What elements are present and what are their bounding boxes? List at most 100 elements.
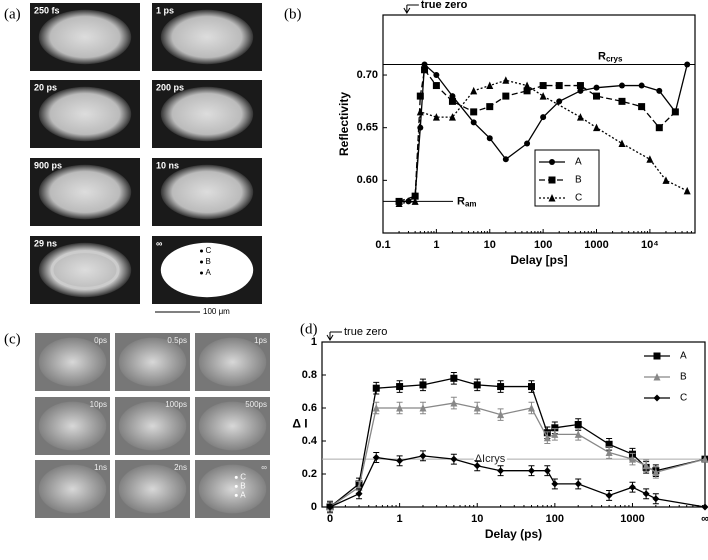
data-point <box>502 93 509 100</box>
data-point <box>502 76 509 84</box>
point-label: B <box>206 257 211 266</box>
frame-label: 1 ps <box>156 5 174 15</box>
data-point <box>594 85 600 91</box>
spot <box>199 465 267 514</box>
frame-label: 2ns <box>174 463 187 472</box>
data-point <box>524 140 530 146</box>
data-point <box>470 87 477 95</box>
point-dot <box>200 260 203 263</box>
data-point <box>405 198 411 204</box>
legend-label: A <box>575 157 582 168</box>
frame-label: 500ps <box>245 400 267 409</box>
data-point <box>551 480 558 487</box>
point-label: C <box>240 473 246 482</box>
frame-label: 100ps <box>165 400 187 409</box>
y-tick-label: 0.60 <box>357 174 378 186</box>
y-tick-label: 0.4 <box>302 435 318 447</box>
panel-label: (c) <box>4 331 21 347</box>
x-tick-label: 100 <box>534 239 552 251</box>
spot <box>161 165 253 219</box>
true-zero-label: true zero <box>421 0 468 11</box>
spot <box>39 87 131 141</box>
data-point <box>449 98 456 105</box>
r-crys-label: Rcrys <box>598 50 623 63</box>
data-point <box>593 124 600 132</box>
data-point <box>606 492 613 499</box>
data-point <box>638 103 645 110</box>
x-tick-label: 0 <box>327 513 333 525</box>
frame-label: 10ps <box>90 400 107 409</box>
true-zero-arrow <box>404 5 419 13</box>
data-point <box>575 421 582 428</box>
spot <box>39 165 131 219</box>
r-main: R <box>598 50 606 62</box>
crys-label: ΔIcrys <box>475 453 506 465</box>
x-tick-label: 10 <box>471 513 483 525</box>
data-point <box>575 480 582 487</box>
series-line <box>330 403 705 507</box>
data-point <box>450 456 457 463</box>
y-axis-label: Δ I <box>292 417 307 431</box>
data-point <box>656 124 663 131</box>
legend-marker <box>654 353 661 360</box>
x-tick-label: 10 <box>484 239 496 251</box>
x-tick-label: 1 <box>433 239 439 251</box>
data-point <box>646 155 653 163</box>
frame-label: ∞ <box>156 238 163 248</box>
data-point <box>433 72 439 78</box>
panel-label: (a) <box>4 6 21 22</box>
data-point <box>503 156 509 162</box>
point-dot <box>200 249 203 252</box>
point-dot <box>200 271 203 274</box>
data-point <box>652 495 659 502</box>
data-point <box>618 98 625 105</box>
point-dot <box>235 476 238 479</box>
data-point <box>421 66 428 73</box>
frame-label: 1ps <box>254 336 267 345</box>
point-label: A <box>206 268 212 277</box>
r-sub: crys <box>606 55 623 64</box>
x-tick-label: 10⁴ <box>641 239 659 251</box>
legend-label: A <box>680 351 687 362</box>
data-point <box>373 385 380 392</box>
data-point <box>593 93 600 100</box>
data-point <box>540 82 547 89</box>
true-zero-label: true zero <box>344 326 387 338</box>
data-point <box>356 490 363 497</box>
data-point <box>672 108 679 115</box>
data-point <box>684 61 690 67</box>
plot-frame <box>322 342 705 507</box>
data-point <box>497 383 504 390</box>
legend-marker <box>549 177 556 184</box>
data-point <box>373 454 380 461</box>
frame-label: 250 fs <box>34 5 60 15</box>
frame-label: 20 ps <box>34 82 57 92</box>
data-point <box>619 83 625 89</box>
point-label: B <box>240 482 245 491</box>
x-tick-label: 1000 <box>620 513 644 525</box>
panel-label: (b) <box>284 6 302 22</box>
spot <box>39 10 131 64</box>
y-tick-label: 1 <box>311 336 317 348</box>
r-am-label: Ram <box>457 195 477 208</box>
data-point <box>577 113 584 121</box>
frame-label: 0.5ps <box>167 336 187 345</box>
data-point <box>396 457 403 464</box>
y-tick-label: 0 <box>311 501 317 513</box>
point-label: A <box>240 491 246 500</box>
data-point <box>433 82 440 89</box>
data-point <box>540 92 547 100</box>
data-point <box>528 404 535 412</box>
data-point <box>450 375 457 382</box>
data-point <box>662 176 669 184</box>
data-point <box>474 381 481 388</box>
data-point <box>497 467 504 474</box>
x-tick-label: 1000 <box>584 239 608 251</box>
frame-label: 10 ns <box>156 160 179 170</box>
legend-label: C <box>575 193 582 204</box>
x-tick-label: 1 <box>397 513 403 525</box>
y-tick-label: 0.2 <box>302 468 317 480</box>
spot <box>161 10 253 64</box>
data-point <box>471 119 477 125</box>
